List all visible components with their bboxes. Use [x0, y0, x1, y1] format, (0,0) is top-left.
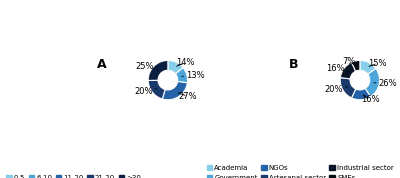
Wedge shape [176, 68, 188, 83]
Text: 15%: 15% [368, 59, 387, 68]
Text: A: A [96, 58, 106, 71]
Text: 16%: 16% [326, 64, 348, 73]
Wedge shape [148, 60, 168, 80]
Wedge shape [162, 82, 187, 100]
Text: B: B [288, 58, 298, 71]
Text: 16%: 16% [361, 95, 380, 104]
Text: 14%: 14% [176, 58, 194, 67]
Wedge shape [360, 60, 376, 74]
Text: 7%: 7% [342, 57, 356, 66]
Text: 25%: 25% [136, 62, 158, 71]
Wedge shape [365, 69, 380, 97]
Wedge shape [340, 78, 356, 98]
Text: 13%: 13% [182, 70, 205, 80]
Text: 20%: 20% [325, 85, 348, 94]
Text: 20%: 20% [134, 87, 157, 96]
Text: 26%: 26% [374, 79, 397, 88]
Wedge shape [340, 62, 356, 79]
Wedge shape [168, 60, 183, 74]
Wedge shape [352, 60, 360, 71]
Wedge shape [352, 88, 370, 100]
Legend: 0-5, 6-10, 11-20, 21-20, >30: 0-5, 6-10, 11-20, 21-20, >30 [4, 172, 144, 178]
Legend: Academia, Government, NGOs, Artesanal sector, Industrial sector, SMEs: Academia, Government, NGOs, Artesanal se… [204, 162, 396, 178]
Text: 27%: 27% [178, 92, 197, 101]
Wedge shape [148, 80, 165, 99]
